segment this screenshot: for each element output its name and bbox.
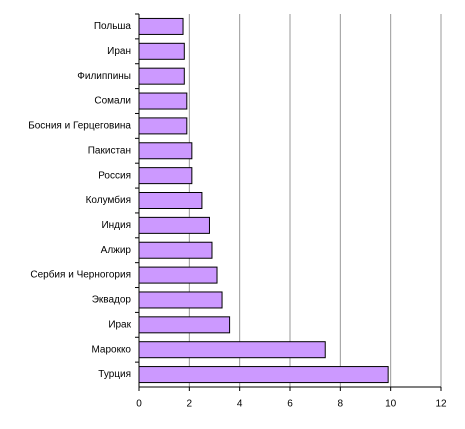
y-tick-label: Колумбия [86,194,131,206]
x-tick-label: 8 [338,399,344,410]
bar [138,316,231,334]
x-tick-label: 4 [237,399,243,410]
y-tick-label: Турция [98,369,131,380]
bar [138,366,389,384]
bar [138,42,185,60]
bar [138,92,188,110]
bar [138,216,210,234]
y-tick-label: Россия [98,170,131,181]
y-tick-label: Иран [107,46,131,57]
y-tick-label: Босния и Герцеговина [28,121,131,132]
x-tick-label: 0 [136,399,142,410]
bar [138,117,188,135]
y-tick-label: Ирак [108,319,131,330]
bar [138,67,185,85]
y-tick-label: Сербия и Черногория [30,269,131,281]
bar [138,291,223,309]
bar [138,167,193,185]
x-tick-label: 10 [385,399,397,410]
bar [138,142,193,160]
y-tick-label: Марокко [91,344,131,355]
y-tick-label: Сомали [94,96,131,107]
bar [138,341,326,359]
y-tick-label: Польша [94,21,132,32]
bar [138,17,184,35]
bar [138,241,213,259]
bar [138,266,218,284]
bar [138,192,203,209]
x-tick-label: 2 [187,399,193,410]
y-tick-label: Эквадор [92,295,132,306]
y-tick-label: Пакистан [88,145,131,156]
x-tick-label: 6 [287,399,293,410]
x-tick-label: 12 [435,399,447,410]
y-tick-label: Индия [101,220,131,231]
y-tick-label: Филиппины [77,71,131,82]
y-tick-label: Алжир [101,245,132,256]
